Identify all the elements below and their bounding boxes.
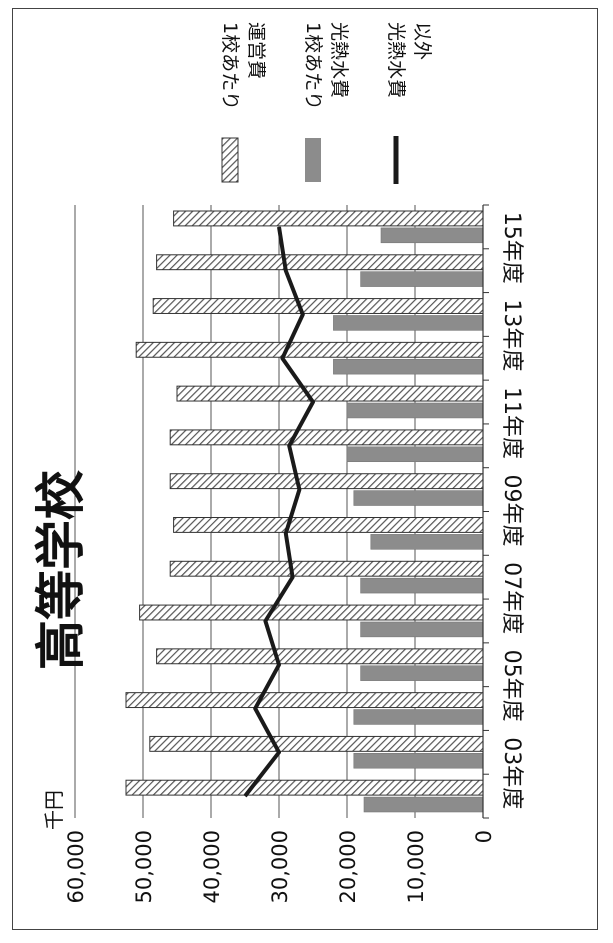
bar-utility-cost: [346, 402, 484, 419]
bar-operating-cost: [125, 692, 484, 709]
bar-utility-cost: [353, 709, 484, 725]
y-tick-label: 10,000: [404, 830, 428, 903]
bar-utility-cost: [346, 446, 484, 463]
bar-operating-cost: [139, 604, 484, 621]
y-tick-label: 60,000: [64, 830, 88, 903]
y-tick-label: 20,000: [336, 830, 360, 903]
bar-operating-cost: [149, 735, 484, 752]
chart-title: 高等学校: [32, 470, 90, 670]
bar-utility-cost: [360, 577, 484, 594]
bar-utility-cost: [360, 665, 484, 681]
legend-swatch-utility: [305, 138, 321, 182]
x-tick-label: 11年度: [499, 387, 524, 459]
bar-utility-cost: [353, 490, 484, 506]
x-tick-label: 05年度: [499, 650, 524, 722]
bar-operating-cost: [169, 473, 484, 490]
bar-operating-cost: [156, 648, 484, 665]
x-tick-label: 13年度: [499, 299, 524, 371]
bar-utility-cost: [360, 271, 484, 287]
bar-operating-cost: [152, 298, 484, 314]
legend-label: 1校あたり 運営費: [219, 22, 267, 110]
bar-operating-cost: [169, 560, 484, 577]
legend-label: 1校あたり 光熱水費: [302, 22, 350, 110]
y-tick-label: 50,000: [132, 830, 156, 903]
x-tick-label: 15年度: [499, 212, 524, 284]
bar-utility-cost: [380, 227, 484, 244]
bar-utility-cost: [370, 534, 484, 550]
x-tick-label: 03年度: [499, 737, 524, 809]
legend-label: 光熱水費 以外: [385, 22, 433, 98]
x-tick-label: 07年度: [499, 562, 524, 634]
x-tick-label: 09年度: [499, 475, 524, 547]
bar-operating-cost: [156, 254, 484, 271]
y-tick-label: 30,000: [268, 830, 292, 903]
unit-label: 千円: [42, 790, 66, 830]
line-non-utility-cost: [243, 226, 315, 798]
y-tick-label: 40,000: [200, 830, 224, 903]
bar-operating-cost: [169, 429, 484, 446]
bar-utility-cost: [363, 796, 484, 813]
bar-operating-cost: [135, 341, 484, 358]
bar-utility-cost: [333, 358, 484, 375]
bar-utility-cost: [353, 753, 484, 769]
bar-operating-cost: [173, 210, 484, 227]
bar-utility-cost: [360, 621, 484, 638]
legend-swatch-operating: [221, 137, 239, 183]
bar-operating-cost: [125, 779, 484, 796]
y-tick-label: 0: [472, 830, 496, 843]
bar-utility-cost: [333, 315, 484, 331]
bar-operating-cost: [173, 517, 484, 533]
bar-operating-cost: [176, 385, 484, 402]
